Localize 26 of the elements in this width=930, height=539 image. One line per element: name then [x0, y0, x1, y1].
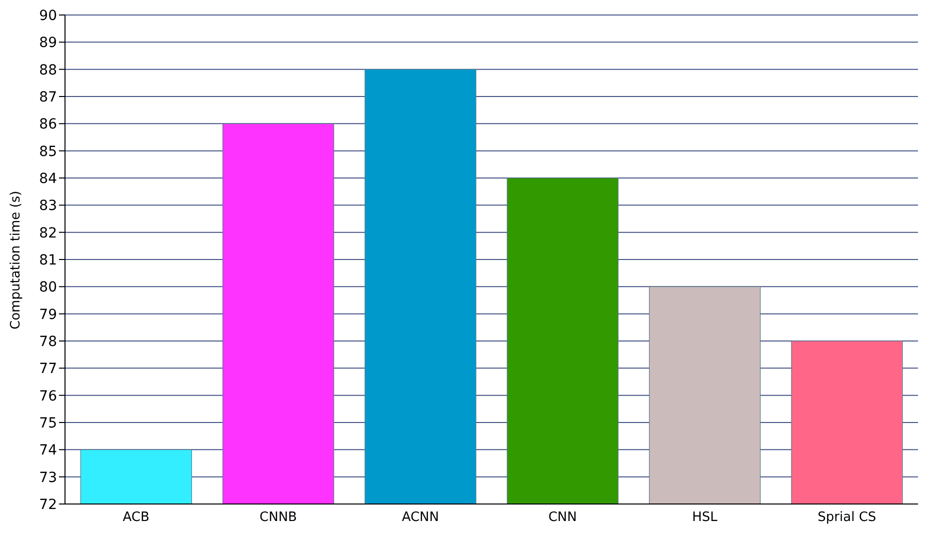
x-tick-label: CNNB [260, 510, 297, 526]
y-tick-label: 77 [39, 361, 57, 378]
y-tick-label: 82 [39, 225, 57, 242]
x-tick-label: ACNN [402, 510, 440, 526]
y-tick-label: 90 [39, 8, 57, 24]
y-tick-label: 75 [39, 415, 57, 432]
y-tick-label: 80 [39, 280, 57, 296]
x-tick-label: Sprial CS [818, 510, 876, 526]
y-tick-label: 86 [39, 116, 58, 133]
x-tick-label: HSL [692, 510, 718, 526]
x-tick-label: ACB [122, 510, 150, 526]
y-tick-label: 88 [39, 62, 57, 78]
y-tick-label: 84 [39, 170, 58, 187]
y-tick-label: 79 [39, 306, 57, 323]
y-tick-label: 83 [39, 198, 57, 214]
y-tick-label: 73 [39, 470, 57, 486]
y-tick-label: 72 [39, 496, 57, 513]
y-tick-label: 89 [39, 35, 57, 52]
y-tick-label: 74 [39, 442, 58, 459]
y-tick-label: 81 [39, 252, 57, 268]
y-tick-label: 87 [39, 89, 57, 106]
y-tick-label: 85 [39, 144, 57, 160]
x-tick-label: CNN [548, 510, 577, 526]
y-tick-label: 76 [39, 388, 58, 404]
y-tick-label: 78 [39, 334, 57, 350]
y-axis-title: Computation time (s) [8, 190, 24, 330]
